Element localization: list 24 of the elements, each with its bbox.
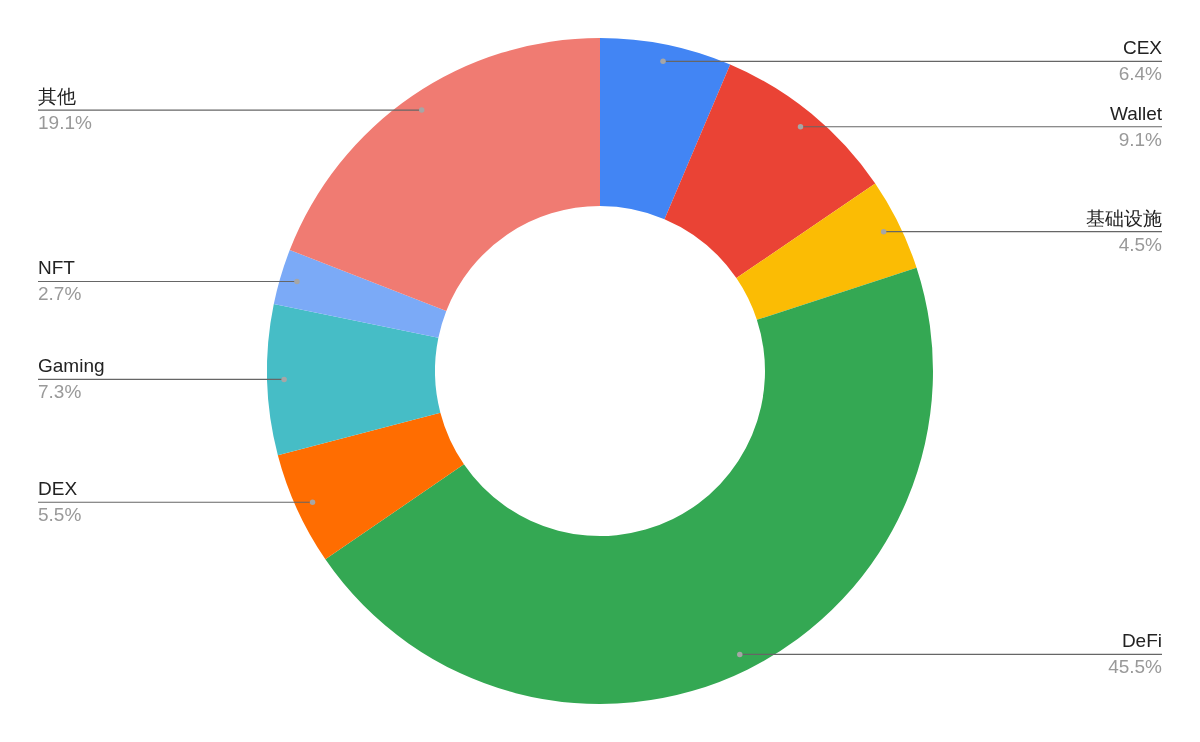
slice-label: CEX bbox=[1122, 37, 1163, 59]
slice-label: Wallet bbox=[1109, 102, 1163, 124]
data-label: 2.7% bbox=[38, 283, 82, 305]
donut-slice bbox=[273, 249, 447, 338]
slice-label: 基础设施 bbox=[1086, 207, 1162, 229]
donut-slice bbox=[736, 183, 917, 320]
slice-label: DeFi bbox=[1121, 630, 1162, 652]
slice-label: Gaming bbox=[38, 355, 105, 377]
data-label: 45.5% bbox=[1108, 656, 1163, 678]
slice-label: 其他 bbox=[38, 86, 76, 108]
data-label: 19.1% bbox=[38, 112, 92, 134]
data-label: 6.4% bbox=[1118, 63, 1163, 85]
donut-slice bbox=[664, 64, 876, 279]
data-label: 5.5% bbox=[38, 504, 82, 526]
slice-label: DEX bbox=[38, 478, 78, 500]
donut-slice bbox=[325, 267, 933, 704]
donut-slice bbox=[267, 304, 441, 456]
donut-slice bbox=[277, 412, 464, 560]
slice-label: NFT bbox=[38, 257, 76, 279]
data-label: 9.1% bbox=[1118, 128, 1163, 150]
donut-slice bbox=[289, 38, 600, 312]
data-label: 4.5% bbox=[1118, 233, 1163, 255]
data-label: 7.3% bbox=[38, 381, 82, 403]
donut-slice bbox=[600, 38, 731, 220]
